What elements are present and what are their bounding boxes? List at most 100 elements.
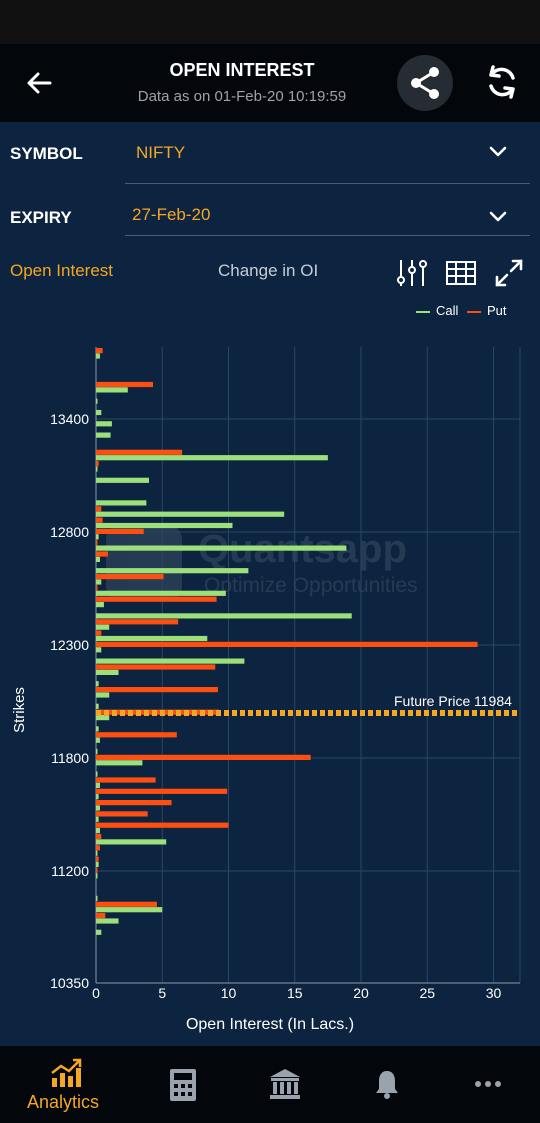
put-bar [96,574,164,580]
y-tick-label: 12800 [50,524,89,540]
call-bar [96,568,249,574]
put-bar [96,528,144,534]
call-bar [96,421,112,427]
call-bar [96,828,100,834]
put-bar [96,833,102,840]
call-bar [96,353,100,359]
put-bar [96,822,229,828]
call-bar [96,782,100,788]
nav-item-calculator[interactable] [140,1046,226,1123]
put-bar [96,551,108,557]
call-bar [96,726,99,732]
call-bar [96,929,102,935]
put-bar [96,517,103,523]
put-bar [96,913,106,919]
expand-fullscreen-icon[interactable] [492,256,526,290]
call-bar [96,850,98,856]
refresh-icon[interactable] [484,64,520,100]
call-bar [96,918,119,924]
call-bar [96,455,328,461]
put-bar [96,449,183,455]
x-axis-title: Open Interest (In Lacs.) [186,1016,354,1033]
watermark-logo [106,525,182,601]
call-bar [96,816,99,822]
back-arrow-icon[interactable] [24,68,54,98]
share-button[interactable] [397,55,453,111]
symbol-dropdown[interactable] [125,150,530,184]
call-bar [96,839,167,845]
call-bar [96,613,352,619]
put-bar [96,630,102,636]
put-bar [96,687,218,693]
call-bar [96,556,100,562]
bottom-nav: Analytics [0,1046,540,1123]
put-bar [96,585,98,591]
call-bar [96,590,226,596]
x-tick-label: 0 [92,985,100,1001]
legend-put-label: Put [487,303,507,318]
call-bar [96,534,99,540]
y-tick-label: 13400 [50,411,89,427]
call-bar [96,500,147,506]
symbol-label: SYMBOL [10,144,83,163]
nav-item-alerts[interactable] [344,1046,430,1123]
put-bar [96,732,177,738]
expiry-dropdown[interactable] [125,214,530,236]
expiry-label: EXPIRY [10,208,72,227]
call-bar [96,794,99,800]
x-tick-label: 10 [221,985,237,1001]
expiry-value[interactable]: 27-Feb-20 [132,205,211,224]
future-price-value: 11984 [474,693,512,709]
put-bar [96,540,98,546]
call-bar [96,647,102,653]
data-timestamp: Data as on 01-Feb-20 10:19:59 [137,88,347,105]
nav-item-more[interactable] [446,1046,532,1123]
call-bar [96,398,98,404]
call-bar [96,602,104,608]
page-title: OPEN INTEREST [169,60,315,80]
filter-sliders-icon[interactable] [395,256,429,290]
put-bar [96,777,156,783]
call-bar [96,477,149,483]
y-axis-title: Strikes [11,687,28,733]
call-bar [96,907,163,913]
put-bar [96,901,157,907]
app-header: OPEN INTEREST Data as on 01-Feb-20 10:19… [0,44,540,122]
tab-open-interest[interactable]: Open Interest [10,261,114,280]
x-tick-label: 25 [419,985,435,1001]
put-bar [96,867,98,873]
call-bar [96,873,98,879]
call-bar [96,771,98,777]
put-bar [96,811,148,817]
more-icon [475,1081,501,1087]
x-tick-label: 20 [353,985,369,1001]
chevron-down-icon[interactable] [486,205,510,229]
call-bar [96,715,110,721]
call-bar [96,409,102,416]
put-bar [96,788,228,794]
symbol-value[interactable]: NIFTY [136,143,186,162]
put-bar [96,856,99,862]
call-bar [96,692,110,698]
chevron-down-icon[interactable] [486,140,510,164]
legend-call-label: Call [436,303,459,318]
table-grid-icon[interactable] [444,256,478,290]
put-bar [96,800,172,806]
tab-change-in-oi[interactable]: Change in OI [218,261,319,280]
watermark-tagline: Optimize Opportunities [204,574,418,597]
nav-item-bank[interactable] [242,1046,328,1123]
call-bar [96,669,119,675]
call-bar [96,579,102,585]
call-bar [96,387,128,393]
calculator-icon [170,1069,196,1101]
y-tick-label: 12300 [50,637,89,653]
call-bar [96,748,98,755]
put-bar [96,619,179,625]
call-bar [96,545,347,551]
nav-label-analytics: Analytics [27,1092,100,1112]
nav-item-analytics[interactable]: Analytics [0,1046,130,1123]
y-tick-label: 10350 [50,975,89,991]
x-tick-label: 5 [158,985,166,1001]
